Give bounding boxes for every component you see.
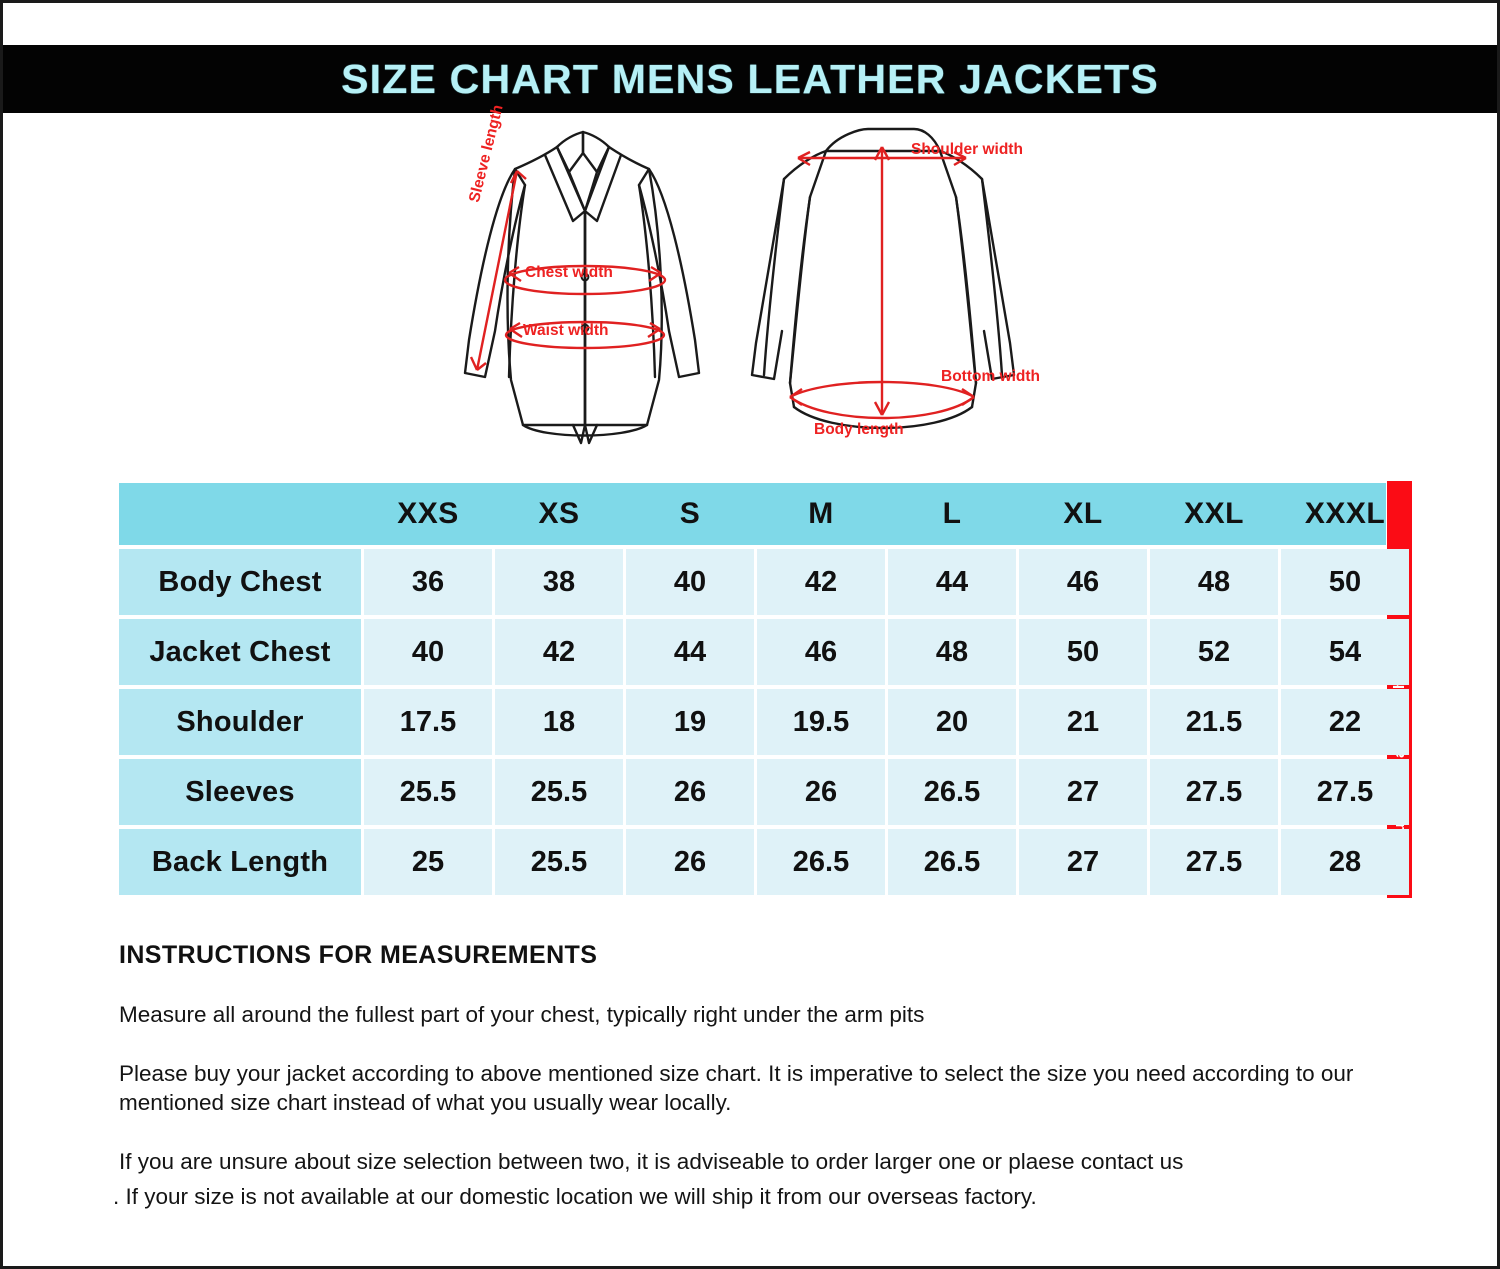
label-bottom-width: Bottom width <box>941 368 1041 385</box>
cell-body-chest-xl: 46 <box>1019 549 1147 615</box>
cell-back-length-m: 26.5 <box>757 829 885 895</box>
jacket-diagrams: Sleeve length Chest width Waist width <box>433 103 1113 465</box>
table-corner-cell <box>119 483 361 545</box>
cell-body-chest-xxl: 48 <box>1150 549 1278 615</box>
table-row: Shoulder 17.5 18 19 19.5 20 21 21.5 22 <box>119 689 1409 755</box>
instruction-paragraph-4: . If your size is not available at our d… <box>113 1184 1037 1209</box>
jacket-front-view: Sleeve length Chest width Waist width <box>433 103 733 455</box>
cell-sleeves-xs: 25.5 <box>495 759 623 825</box>
cell-back-length-xxxl: 28 <box>1281 829 1409 895</box>
cell-shoulder-s: 19 <box>626 689 754 755</box>
row-label-body-chest: Body Chest <box>119 549 361 615</box>
cell-body-chest-l: 44 <box>888 549 1016 615</box>
cell-sleeves-xxxl: 27.5 <box>1281 759 1409 825</box>
cell-body-chest-xxxl: 50 <box>1281 549 1409 615</box>
title-bar: SIZE CHART MENS LEATHER JACKETS <box>3 45 1497 113</box>
cell-jacket-chest-xxs: 40 <box>364 619 492 685</box>
cell-back-length-xxl: 27.5 <box>1150 829 1278 895</box>
cell-jacket-chest-m: 46 <box>757 619 885 685</box>
cell-sleeves-s: 26 <box>626 759 754 825</box>
cell-sleeves-l: 26.5 <box>888 759 1016 825</box>
cell-body-chest-m: 42 <box>757 549 885 615</box>
column-header-xxs: XXS <box>397 497 459 530</box>
cell-back-length-xs: 25.5 <box>495 829 623 895</box>
cell-sleeves-m: 26 <box>757 759 885 825</box>
instruction-paragraph-3: If you are unsure about size selection b… <box>119 1149 1184 1174</box>
cell-jacket-chest-xs: 42 <box>495 619 623 685</box>
column-header-s: S <box>679 497 701 530</box>
cell-jacket-chest-xl: 50 <box>1019 619 1147 685</box>
table-row: Jacket Chest 40 42 44 46 48 50 52 54 <box>119 619 1409 685</box>
cell-shoulder-xl: 21 <box>1019 689 1147 755</box>
cell-body-chest-xs: 38 <box>495 549 623 615</box>
column-header-xs: XS <box>538 497 580 530</box>
cell-shoulder-xxl: 21.5 <box>1150 689 1278 755</box>
cell-shoulder-xs: 18 <box>495 689 623 755</box>
table-row: Body Chest 36 38 40 42 44 46 48 50 <box>119 549 1409 615</box>
label-body-length: Body length <box>814 421 904 438</box>
jacket-back-svg <box>750 127 1016 430</box>
cell-back-length-xxs: 25 <box>364 829 492 895</box>
cell-shoulder-l: 20 <box>888 689 1016 755</box>
cell-back-length-l: 26.5 <box>888 829 1016 895</box>
column-header-xxxl: XXXL <box>1304 497 1386 530</box>
cell-jacket-chest-l: 48 <box>888 619 1016 685</box>
cell-jacket-chest-s: 44 <box>626 619 754 685</box>
size-chart-table: XXS XS S M L XL XXL XXXL Body Chest 36 3… <box>116 479 1412 899</box>
cell-sleeves-xxs: 25.5 <box>364 759 492 825</box>
column-header-m: M <box>808 497 834 530</box>
label-chest-width: Chest width <box>525 264 613 281</box>
size-chart-table-container: XXS XS S M L XL XXL XXXL Body Chest 36 3… <box>116 479 1409 898</box>
row-label-back-length: Back Length <box>119 829 361 895</box>
column-header-l: L <box>942 497 962 530</box>
cell-sleeves-xxl: 27.5 <box>1150 759 1278 825</box>
jacket-front-svg <box>463 130 701 445</box>
cell-shoulder-xxxl: 22 <box>1281 689 1409 755</box>
page-title: SIZE CHART MENS LEATHER JACKETS <box>341 55 1159 102</box>
cell-body-chest-s: 40 <box>626 549 754 615</box>
row-label-sleeves: Sleeves <box>119 759 361 825</box>
cell-jacket-chest-xxl: 52 <box>1150 619 1278 685</box>
label-waist-width: Waist width <box>523 322 609 339</box>
cell-jacket-chest-xxxl: 54 <box>1281 619 1409 685</box>
instruction-paragraph-2: Please buy your jacket according to abov… <box>119 1061 1354 1115</box>
table-header-row: XXS XS S M L XL XXL XXXL <box>119 483 1409 545</box>
cell-back-length-xl: 27 <box>1019 829 1147 895</box>
column-header-xl: XL <box>1063 497 1103 530</box>
column-header-xxl: XXL <box>1184 497 1244 530</box>
instructions-section: INSTRUCTIONS FOR MEASUREMENTS Measure al… <box>113 941 1409 1241</box>
table-row: Back Length 25 25.5 26 26.5 26.5 27 27.5… <box>119 829 1409 895</box>
cell-shoulder-xxs: 17.5 <box>364 689 492 755</box>
cell-sleeves-xl: 27 <box>1019 759 1147 825</box>
cell-back-length-s: 26 <box>626 829 754 895</box>
label-shoulder-width: Shoulder width <box>911 141 1023 158</box>
cell-shoulder-m: 19.5 <box>757 689 885 755</box>
cell-body-chest-xxs: 36 <box>364 549 492 615</box>
row-label-shoulder: Shoulder <box>119 689 361 755</box>
instructions-heading: INSTRUCTIONS FOR MEASUREMENTS <box>119 941 598 969</box>
instruction-paragraph-1: Measure all around the fullest part of y… <box>119 1002 925 1027</box>
jacket-back-view: Shoulder width Bottom width Body length <box>718 125 1113 455</box>
row-label-jacket-chest: Jacket Chest <box>119 619 361 685</box>
table-row: Sleeves 25.5 25.5 26 26 26.5 27 27.5 27.… <box>119 759 1409 825</box>
